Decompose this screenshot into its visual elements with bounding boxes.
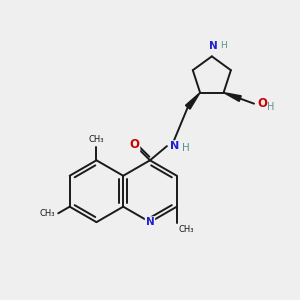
Text: N: N (209, 41, 218, 51)
Text: H: H (267, 102, 275, 112)
Text: N: N (170, 141, 180, 151)
Text: H: H (182, 142, 189, 153)
Text: H: H (220, 41, 227, 50)
Text: N: N (146, 217, 154, 227)
Text: CH₃: CH₃ (40, 209, 55, 218)
Polygon shape (185, 93, 200, 109)
Text: CH₃: CH₃ (178, 225, 194, 234)
Text: CH₃: CH₃ (89, 134, 104, 143)
Text: O: O (257, 97, 267, 110)
Text: O: O (129, 138, 140, 151)
Polygon shape (224, 93, 241, 101)
